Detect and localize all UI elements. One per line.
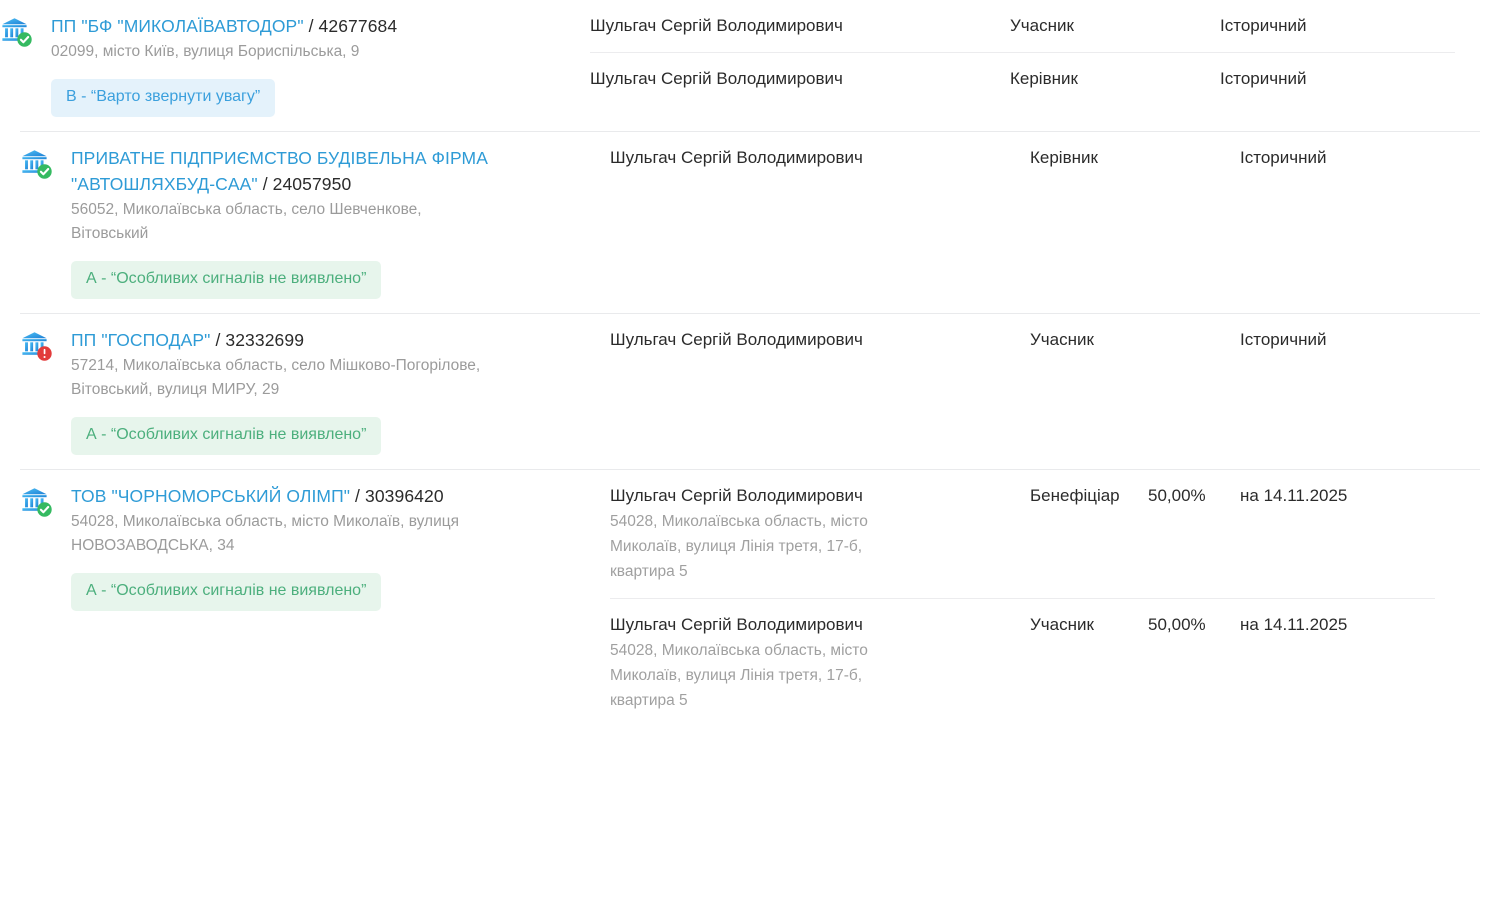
company-text-wrapper: ПП "БФ "МИКОЛАЇВАВТОДОР" / 42677684 02099… [34, 13, 590, 117]
person-status-date: на 14.11.2025 [1240, 615, 1348, 634]
company-block-inner: ТОВ "ЧОРНОМОРСЬКИЙ ОЛІМП" / 30396420 5402… [20, 470, 1480, 727]
related-companies-list: ПП "БФ "МИКОЛАЇВАВТОДОР" / 42677684 02099… [0, 0, 1500, 727]
company-address: 02099, місто Київ, вулиця Бориспільська,… [51, 43, 360, 60]
person-name-cell: Шульгач Сергій Володимирович 54028, Микол… [610, 483, 1030, 584]
person-name-cell: Шульгач Сергій Володимирович 54028, Микол… [610, 612, 1030, 713]
person-role: Бенефіціар [1030, 486, 1120, 505]
company-info-column: ТОВ "ЧОРНОМОРСЬКИЙ ОЛІМП" / 30396420 5402… [20, 470, 610, 625]
company-title: ПП "БФ "МИКОЛАЇВАВТОДОР" / 42677684 [51, 13, 590, 39]
company-name-link[interactable]: ПП "БФ "МИКОЛАЇВАВТОДОР" [51, 16, 304, 36]
company-address: 54028, Миколаївська область, місто Микол… [71, 513, 460, 554]
person-status-date: Історичний [1220, 69, 1307, 88]
person-row: Шульгач Сергій Володимирович 54028, Микол… [610, 470, 1480, 598]
company-code-separator: / [210, 330, 226, 350]
company-registration-code: 32332699 [225, 330, 305, 350]
company-block-inner: ПРИВАТНЕ ПІДПРИЄМСТВО БУДІВЕЛЬНА ФІРМА "… [20, 132, 1480, 313]
person-address: 54028, Миколаївська область, місто Микол… [610, 642, 868, 709]
person-name-cell: Шульгач Сергій Володимирович [610, 327, 1030, 352]
person-name-cell: Шульгач Сергій Володимирович [590, 66, 1010, 91]
related-persons-column: Шульгач Сергій Володимирович Керівник Істо… [610, 132, 1480, 184]
company-registration-code: 24057950 [272, 174, 352, 194]
check-badge [37, 502, 52, 517]
person-role: Учасник [1010, 16, 1074, 35]
company-code-separator: / [257, 174, 273, 194]
person-name: Шульгач Сергій Володимирович [610, 148, 863, 167]
person-name-cell: Шульгач Сергій Володимирович [610, 145, 1030, 170]
person-name: Шульгач Сергій Володимирович [610, 330, 863, 349]
person-role: Учасник [1030, 330, 1094, 349]
person-name-cell: Шульгач Сергій Володимирович [590, 13, 1010, 38]
bank-verified-icon [0, 16, 34, 47]
person-row: Шульгач Сергій Володимирович Керівник Істо… [610, 132, 1480, 184]
company-block-inner: ПП "ГОСПОДАР" / 32332699 57214, Миколаївс… [20, 314, 1480, 469]
company-block-inner: ПП "БФ "МИКОЛАЇВАВТОДОР" / 42677684 02099… [0, 0, 1500, 131]
company-info-column: ПРИВАТНЕ ПІДПРИЄМСТВО БУДІВЕЛЬНА ФІРМА "… [20, 132, 610, 313]
company-registration-code: 42677684 [318, 16, 398, 36]
person-name: Шульгач Сергій Володимирович [590, 69, 843, 88]
bank-verified-icon [20, 148, 54, 179]
person-status-date: Історичний [1240, 330, 1327, 349]
risk-level-badge[interactable]: А - “Особливих сигналів не виявлено” [71, 417, 382, 455]
person-share-percent: 50,00% [1148, 486, 1206, 505]
related-persons-column: Шульгач Сергій Володимирович Учасник Істор… [610, 314, 1480, 366]
company-address: 57214, Миколаївська область, село Мішков… [71, 357, 481, 398]
company-text-wrapper: ТОВ "ЧОРНОМОРСЬКИЙ ОЛІМП" / 30396420 5402… [54, 483, 610, 611]
bank-alert-icon [20, 330, 54, 361]
person-role: Керівник [1010, 69, 1078, 88]
person-status-date: на 14.11.2025 [1240, 486, 1348, 505]
person-name: Шульгач Сергій Володимирович [610, 486, 863, 505]
company-code-separator: / [303, 16, 319, 36]
related-persons-column: Шульгач Сергій Володимирович 54028, Микол… [610, 470, 1480, 727]
company-text-wrapper: ПРИВАТНЕ ПІДПРИЄМСТВО БУДІВЕЛЬНА ФІРМА "… [54, 145, 610, 299]
company-registration-code: 30396420 [364, 486, 444, 506]
company-title: ПП "ГОСПОДАР" / 32332699 [71, 327, 610, 353]
person-row: Шульгач Сергій Володимирович Учасник Істор… [590, 0, 1500, 52]
company-title: ПРИВАТНЕ ПІДПРИЄМСТВО БУДІВЕЛЬНА ФІРМА "… [71, 145, 610, 197]
person-role: Керівник [1030, 148, 1098, 167]
risk-level-badge[interactable]: А - “Особливих сигналів не виявлено” [71, 261, 382, 299]
company-name-link[interactable]: ПП "ГОСПОДАР" [71, 330, 211, 350]
check-badge [17, 32, 32, 47]
risk-level-badge[interactable]: А - “Особливих сигналів не виявлено” [71, 573, 382, 611]
check-badge [37, 164, 52, 179]
person-row: Шульгач Сергій Володимирович 54028, Микол… [610, 598, 1435, 727]
company-title: ТОВ "ЧОРНОМОРСЬКИЙ ОЛІМП" / 30396420 [71, 483, 610, 509]
person-role: Учасник [1030, 615, 1094, 634]
risk-level-badge[interactable]: В - “Варто звернути увагу” [51, 79, 276, 117]
company-name-link[interactable]: ТОВ "ЧОРНОМОРСЬКИЙ ОЛІМП" [71, 486, 351, 506]
person-share-percent: 50,00% [1148, 615, 1206, 634]
person-name: Шульгач Сергій Володимирович [590, 16, 843, 35]
company-code-separator: / [350, 486, 365, 506]
person-row: Шульгач Сергій Володимирович Керівник Істо… [590, 52, 1455, 105]
company-block: ТОВ "ЧОРНОМОРСЬКИЙ ОЛІМП" / 30396420 5402… [20, 469, 1480, 727]
person-status-date: Історичний [1240, 148, 1327, 167]
company-name-link[interactable]: ПРИВАТНЕ ПІДПРИЄМСТВО БУДІВЕЛЬНА ФІРМА "… [71, 148, 488, 194]
bank-verified-icon [20, 486, 54, 517]
alert-badge [37, 346, 52, 361]
company-block: ПРИВАТНЕ ПІДПРИЄМСТВО БУДІВЕЛЬНА ФІРМА "… [20, 131, 1480, 313]
related-persons-column: Шульгач Сергій Володимирович Учасник Істор… [590, 0, 1500, 105]
person-row: Шульгач Сергій Володимирович Учасник Істор… [610, 314, 1480, 366]
company-info-column: ПП "БФ "МИКОЛАЇВАВТОДОР" / 42677684 02099… [0, 0, 590, 131]
person-name: Шульгач Сергій Володимирович [610, 615, 863, 634]
company-info-column: ПП "ГОСПОДАР" / 32332699 57214, Миколаївс… [20, 314, 610, 469]
person-address: 54028, Миколаївська область, місто Микол… [610, 513, 868, 580]
company-address: 56052, Миколаївська область, село Шевчен… [71, 201, 422, 242]
company-block: ПП "БФ "МИКОЛАЇВАВТОДОР" / 42677684 02099… [0, 0, 1500, 131]
company-block: ПП "ГОСПОДАР" / 32332699 57214, Миколаївс… [20, 313, 1480, 469]
company-text-wrapper: ПП "ГОСПОДАР" / 32332699 57214, Миколаївс… [54, 327, 610, 455]
person-status-date: Історичний [1220, 16, 1307, 35]
